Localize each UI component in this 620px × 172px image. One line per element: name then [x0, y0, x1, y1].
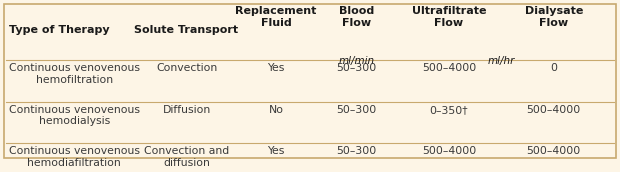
Text: Yes: Yes	[267, 63, 285, 73]
Text: Replacement
Fluid: Replacement Fluid	[236, 6, 317, 28]
Text: Yes: Yes	[267, 146, 285, 156]
Text: Convection: Convection	[156, 63, 217, 73]
Text: 0–350†: 0–350†	[430, 105, 468, 115]
Text: Solute Transport: Solute Transport	[135, 25, 239, 35]
Text: 500–4000: 500–4000	[526, 105, 581, 115]
Text: 50–300: 50–300	[336, 63, 376, 73]
Text: 50–300: 50–300	[336, 146, 376, 156]
Text: Diffusion: Diffusion	[162, 105, 211, 115]
Text: ml/min: ml/min	[339, 56, 374, 66]
Text: Ultrafiltrate
Flow: Ultrafiltrate Flow	[412, 6, 486, 28]
Text: 500–4000: 500–4000	[526, 146, 581, 156]
Text: 500–4000: 500–4000	[422, 63, 476, 73]
Text: Dialysate
Flow: Dialysate Flow	[525, 6, 583, 28]
Text: Type of Therapy: Type of Therapy	[9, 25, 109, 35]
Text: 0: 0	[551, 63, 557, 73]
Text: Continuous venovenous
hemofiltration: Continuous venovenous hemofiltration	[9, 63, 140, 85]
Text: No: No	[268, 105, 283, 115]
Text: Continuous venovenous
hemodialysis: Continuous venovenous hemodialysis	[9, 105, 140, 126]
Text: Continuous venovenous
hemodiafiltration: Continuous venovenous hemodiafiltration	[9, 146, 140, 168]
Text: 50–300: 50–300	[336, 105, 376, 115]
Text: ml/hr: ml/hr	[488, 56, 515, 66]
FancyBboxPatch shape	[4, 4, 616, 158]
Text: 500–4000: 500–4000	[422, 146, 476, 156]
Text: Convection and
diffusion: Convection and diffusion	[144, 146, 229, 168]
Text: Blood
Flow: Blood Flow	[339, 6, 374, 28]
